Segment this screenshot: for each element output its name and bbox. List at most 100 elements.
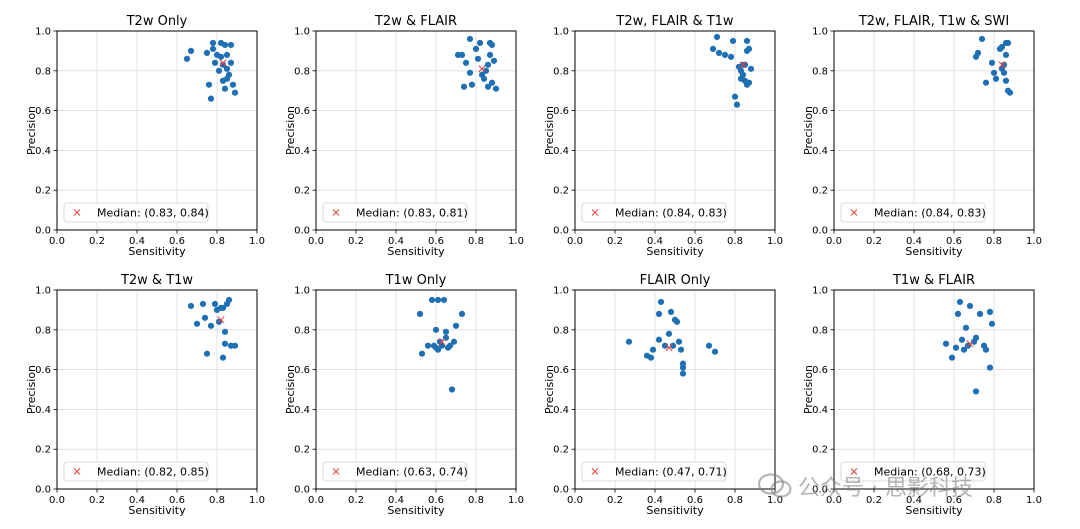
y-tick-label: 0.4 xyxy=(553,146,569,157)
data-point xyxy=(211,300,219,308)
x-tick-label: 0.2 xyxy=(348,495,364,506)
data-point xyxy=(745,79,753,86)
data-point xyxy=(679,370,687,377)
data-point xyxy=(466,69,474,76)
x-tick-label: 0.8 xyxy=(986,236,1002,247)
data-point xyxy=(488,79,496,86)
data-point xyxy=(225,71,233,78)
x-tick-label: 0.0 xyxy=(826,495,842,506)
x-axis-label: Sensitivity xyxy=(905,245,963,258)
data-point xyxy=(474,55,482,62)
y-tick-label: 1.0 xyxy=(812,27,828,38)
x-tick-label: 0.2 xyxy=(348,236,364,247)
median-marker xyxy=(966,340,974,348)
data-point xyxy=(199,300,207,308)
x-tick-label: 0.8 xyxy=(209,236,225,247)
data-point xyxy=(187,47,195,55)
data-point xyxy=(992,75,1000,82)
data-point xyxy=(458,51,466,58)
y-tick-label: 0.4 xyxy=(553,405,569,416)
data-point xyxy=(440,296,448,304)
legend-marker xyxy=(850,209,858,216)
y-tick-label: 0.8 xyxy=(35,325,51,336)
data-point xyxy=(434,296,442,304)
data-point xyxy=(227,59,235,66)
x-tick-label: 0.0 xyxy=(567,495,583,506)
data-point xyxy=(205,81,213,88)
data-point xyxy=(203,350,211,357)
legend-label: Median: (0.83, 0.84) xyxy=(97,207,209,220)
x-tick-label: 0.0 xyxy=(49,495,65,506)
legend-box xyxy=(581,461,727,482)
subplot-title: T1w Only xyxy=(385,273,447,288)
x-tick-label: 0.6 xyxy=(687,236,703,247)
x-tick-label: 0.6 xyxy=(946,495,962,506)
plot-frame xyxy=(315,289,517,490)
x-tick-label: 0.4 xyxy=(129,236,145,247)
y-tick-label: 1.0 xyxy=(553,27,569,38)
data-point xyxy=(715,49,723,56)
subplot-5: 0.0 0.2 0.4 0.6 0.8 1.0 0.0 0.2 0.4 0.6 0.8 1.0 T2w … xyxy=(25,273,265,517)
y-tick-label: 0.8 xyxy=(553,66,569,77)
data-point xyxy=(1002,51,1010,58)
data-point xyxy=(480,75,488,82)
subplot-title: T2w, FLAIR & T1w xyxy=(615,14,734,29)
data-point xyxy=(988,59,996,66)
y-tick-label: 0.4 xyxy=(35,146,51,157)
legend: Median: (0.47, 0.71) xyxy=(581,461,727,482)
legend: Median: (0.84, 0.83) xyxy=(581,202,727,223)
subplot-title: T2w, FLAIR, T1w & SWI xyxy=(858,14,1009,29)
legend: Median: (0.63, 0.74) xyxy=(322,461,468,482)
y-tick-label: 0.4 xyxy=(294,146,310,157)
subplot-6: 0.0 0.2 0.4 0.6 0.8 1.0 0.0 0.2 0.4 0.6 0.8 1.0 T1w … xyxy=(284,273,524,517)
y-tick-label: 0.2 xyxy=(812,445,828,456)
median-cross xyxy=(438,338,446,346)
data-point xyxy=(446,342,454,349)
y-tick-label: 1.0 xyxy=(294,286,310,297)
legend-box xyxy=(322,202,468,223)
data-point xyxy=(743,37,751,45)
y-tick-label: 0.2 xyxy=(553,445,569,456)
data-point xyxy=(434,346,442,353)
legend-box xyxy=(840,202,986,223)
x-tick-label: 0.2 xyxy=(607,495,623,506)
data-point xyxy=(452,322,460,329)
y-tick-label: 0.6 xyxy=(294,365,310,376)
subplot-4: 0.0 0.2 0.4 0.6 0.8 1.0 0.0 0.2 0.4 0.6 0.8 1.0 T2w,… xyxy=(802,14,1042,258)
y-axis-label: Precision xyxy=(543,365,556,414)
legend: Median: (0.83, 0.84) xyxy=(63,202,209,223)
data-point xyxy=(482,67,490,74)
x-tick-label: 0.4 xyxy=(906,236,922,247)
subplot-1: 0.0 0.2 0.4 0.6 0.8 1.0 0.0 0.2 0.4 0.6 0.8 1.0 T2w … xyxy=(25,14,265,258)
data-point xyxy=(219,61,227,68)
y-tick-label: 1.0 xyxy=(35,27,51,38)
data-point xyxy=(486,51,494,58)
data-point xyxy=(978,35,986,43)
data-point xyxy=(229,81,237,88)
plot-frame xyxy=(56,289,258,490)
data-point xyxy=(1000,61,1008,68)
median-cross xyxy=(739,61,747,69)
x-axis-label: Sensitivity xyxy=(387,504,445,517)
x-tick-label: 0.2 xyxy=(866,236,882,247)
median-cross xyxy=(966,340,974,348)
data-point xyxy=(665,330,673,337)
data-point xyxy=(741,61,749,68)
median-marker xyxy=(739,61,747,69)
data-point xyxy=(211,59,219,66)
legend-marker xyxy=(850,468,858,475)
data-point xyxy=(428,296,436,304)
data-point xyxy=(988,320,996,327)
y-tick-label: 0.4 xyxy=(35,405,51,416)
legend-marker xyxy=(73,209,81,216)
legend-label: Median: (0.47, 0.71) xyxy=(615,466,727,479)
data-point xyxy=(727,53,735,60)
subplot-2: 0.0 0.2 0.4 0.6 0.8 1.0 0.0 0.2 0.4 0.6 0.8 1.0 T2w … xyxy=(284,14,524,258)
legend-label: Median: (0.83, 0.81) xyxy=(356,207,468,220)
y-tick-label: 0.8 xyxy=(812,66,828,77)
data-point xyxy=(1004,39,1012,47)
data-point xyxy=(974,49,982,56)
data-point xyxy=(432,326,440,333)
legend-label: Median: (0.84, 0.83) xyxy=(615,207,727,220)
